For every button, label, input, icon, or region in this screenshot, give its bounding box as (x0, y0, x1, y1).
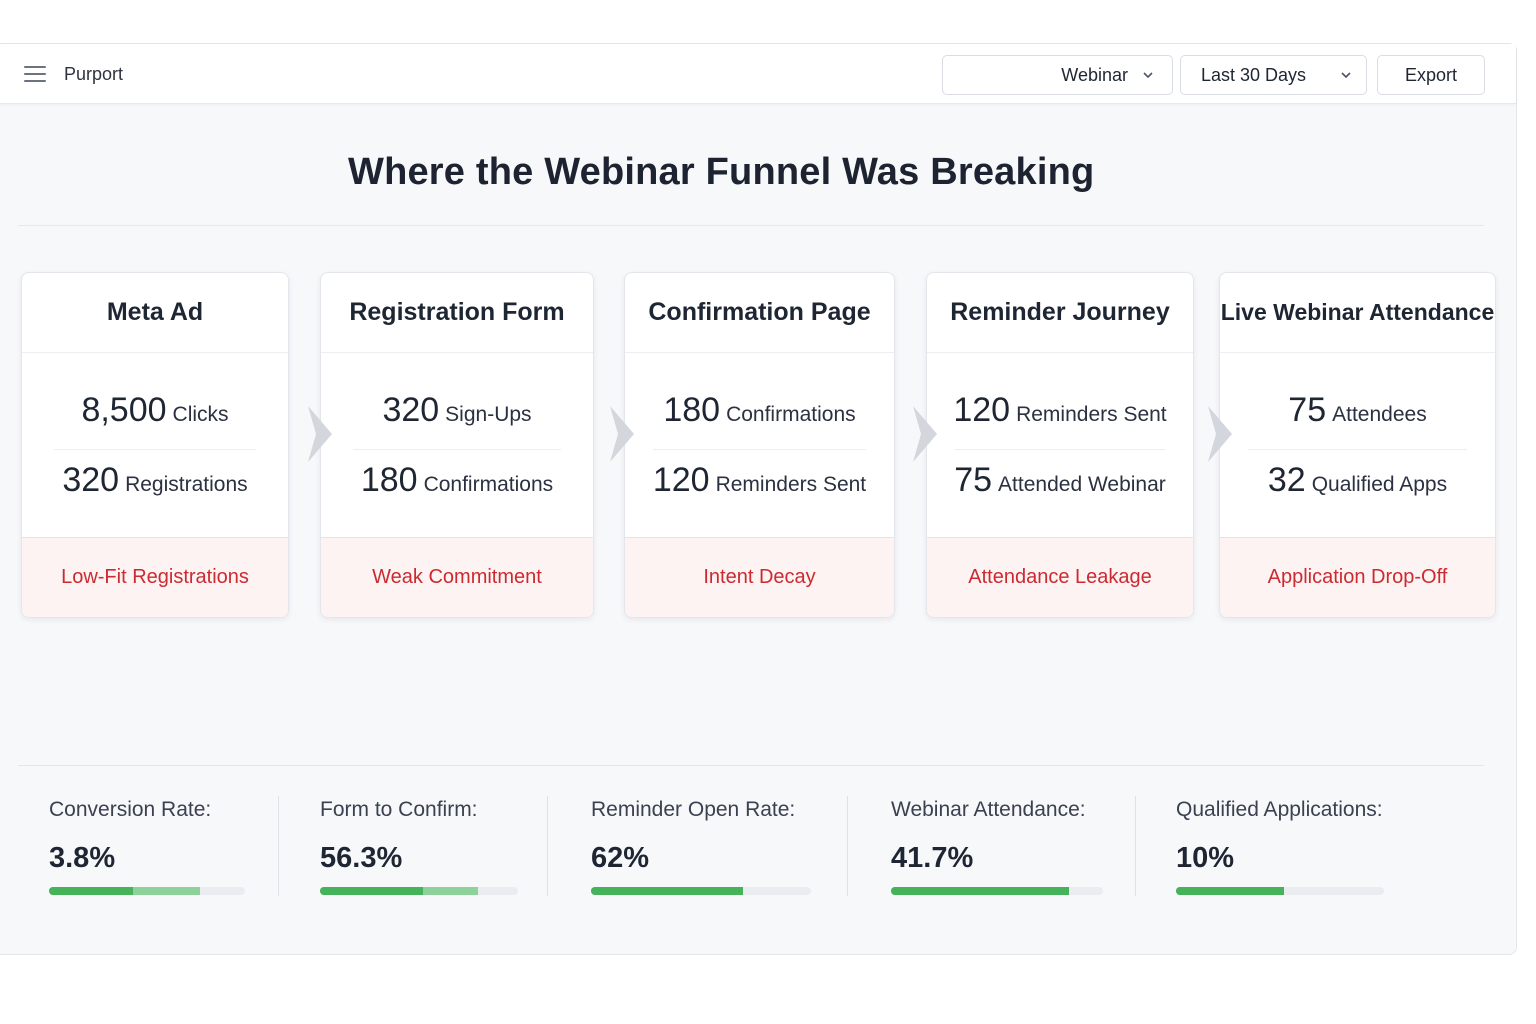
chevron-right-icon (308, 406, 332, 462)
stage-card-live-webinar-attendance: Live Webinar Attendance 75 Attendees 32 Qu… (1219, 272, 1496, 618)
stage-issue: Low-Fit Registrations (22, 537, 288, 617)
stage-metric-primary: 320 Sign-Ups (321, 391, 593, 430)
metric-value: 180 (360, 461, 418, 499)
metric-value: 75 (1288, 391, 1327, 429)
kpi-progress-primary (1176, 887, 1285, 895)
kpi-separator (278, 796, 279, 896)
kpi-label: Conversion Rate: (49, 798, 212, 821)
stage-card-confirmation-page: Confirmation Page 180 Confirmations 120 Re… (624, 272, 895, 618)
stage-metric-secondary: 75 Attended Webinar (927, 461, 1193, 500)
metric-label: Attendees (1332, 403, 1427, 426)
kpi-conversion-rate: Conversion Rate: 3.8% (49, 798, 245, 895)
kpi-label: Qualified Applications: (1176, 798, 1383, 821)
stage-title: Reminder Journey (927, 273, 1193, 353)
metric-label: Reminders Sent (1016, 403, 1167, 426)
top-bar: Purport Webinar Last 30 Days Export (0, 44, 1516, 104)
stage-title: Meta Ad (22, 273, 288, 353)
metric-value: 32 (1267, 461, 1306, 499)
kpi-value: 62% (591, 842, 650, 874)
stage-metric-secondary: 120 Reminders Sent (625, 461, 894, 500)
kpi-value: 41.7% (891, 842, 974, 874)
dashboard-frame: Purport Webinar Last 30 Days Export Wher… (0, 43, 1517, 955)
metric-label: Clicks (172, 403, 229, 426)
title-divider (18, 225, 1484, 226)
kpi-value: 10% (1176, 842, 1235, 874)
stage-issue: Attendance Leakage (927, 537, 1193, 617)
kpi-separator (547, 796, 548, 896)
metric-divider (54, 449, 256, 450)
stage-metric-primary: 75 Attendees (1220, 391, 1495, 430)
kpi-form-to-confirm: Form to Confirm: 56.3% (320, 798, 518, 895)
metric-label: Qualified Apps (1311, 473, 1448, 496)
filter-fade (943, 56, 1063, 94)
stage-metric-primary: 180 Confirmations (625, 391, 894, 430)
stage-title: Live Webinar Attendance (1220, 273, 1495, 353)
kpi-progress-bar (49, 887, 245, 895)
export-button[interactable]: Export (1377, 55, 1485, 95)
stage-metric-secondary: 180 Confirmations (321, 461, 593, 500)
stage-metric-secondary: 320 Registrations (22, 461, 288, 500)
stage-title: Registration Form (321, 273, 593, 353)
kpi-separator (847, 796, 848, 896)
metric-value: 75 (954, 461, 993, 499)
date-range-value: Last 30 Days (1201, 64, 1307, 85)
kpi-progress-bar (1176, 887, 1384, 895)
chevron-right-icon (610, 406, 634, 462)
stage-issue: Application Drop-Off (1220, 537, 1495, 617)
stage-metric-secondary: 32 Qualified Apps (1220, 461, 1495, 500)
kpi-label: Form to Confirm: (320, 798, 478, 821)
stage-issue: Intent Decay (625, 537, 894, 617)
metric-label: Attended Webinar (998, 473, 1166, 496)
kpi-value: 56.3% (320, 842, 403, 874)
metric-value: 120 (652, 461, 710, 499)
metric-label: Sign-Ups (445, 403, 532, 426)
kpi-separator (1135, 796, 1136, 896)
metric-label: Confirmations (726, 403, 856, 426)
stage-card-reminder-journey: Reminder Journey 120 Reminders Sent 75 Att… (926, 272, 1194, 618)
kpi-divider (18, 765, 1484, 766)
chevron-down-icon (1341, 72, 1351, 79)
metric-divider (955, 449, 1165, 450)
kpi-progress-bar (591, 887, 811, 895)
metric-value: 320 (382, 391, 440, 429)
kpi-reminder-open-rate: Reminder Open Rate: 62% (591, 798, 811, 895)
metric-label: Registrations (125, 473, 248, 496)
metric-value: 180 (663, 391, 721, 429)
brand-name: Purport (64, 64, 124, 84)
metric-value: 120 (953, 391, 1011, 429)
kpi-qualified-applications: Qualified Applications: 10% (1176, 798, 1384, 895)
chevron-down-icon (1143, 72, 1153, 79)
funnel-filter-select[interactable]: Webinar (942, 55, 1173, 95)
stage-title: Confirmation Page (625, 273, 894, 353)
kpi-progress-primary (891, 887, 1070, 895)
metric-value: 320 (62, 461, 120, 499)
kpi-progress-primary (591, 887, 743, 895)
stage-metric-primary: 120 Reminders Sent (927, 391, 1193, 430)
stage-card-registration-form: Registration Form 320 Sign-Ups 180 Confirm… (320, 272, 594, 618)
kpi-label: Webinar Attendance: (891, 798, 1086, 821)
hamburger-menu-icon[interactable] (24, 66, 46, 82)
kpi-value: 3.8% (49, 842, 116, 874)
metric-value: 8,500 (81, 391, 167, 429)
kpi-progress-bar (891, 887, 1103, 895)
kpi-progress-bar (320, 887, 518, 895)
kpi-webinar-attendance: Webinar Attendance: 41.7% (891, 798, 1103, 895)
page-title: Where the Webinar Funnel Was Breaking (348, 151, 1095, 193)
kpi-label: Reminder Open Rate: (591, 798, 796, 821)
kpi-progress-primary (320, 887, 423, 895)
funnel-filter-value: Webinar (1061, 64, 1128, 85)
chevron-right-icon (913, 406, 937, 462)
chevron-right-icon (1208, 406, 1232, 462)
metric-label: Reminders Sent (715, 473, 867, 496)
stage-issue: Weak Commitment (321, 537, 593, 617)
stage-card-meta-ad: Meta Ad 8,500 Clicks 320 Registrations Low… (21, 272, 289, 618)
metric-divider (653, 449, 866, 450)
metric-divider (1248, 449, 1467, 450)
metric-label: Confirmations (423, 473, 554, 496)
metric-divider (353, 449, 561, 450)
stage-metric-primary: 8,500 Clicks (22, 391, 288, 430)
date-range-select[interactable]: Last 30 Days (1180, 55, 1367, 95)
kpi-progress-primary (49, 887, 134, 895)
